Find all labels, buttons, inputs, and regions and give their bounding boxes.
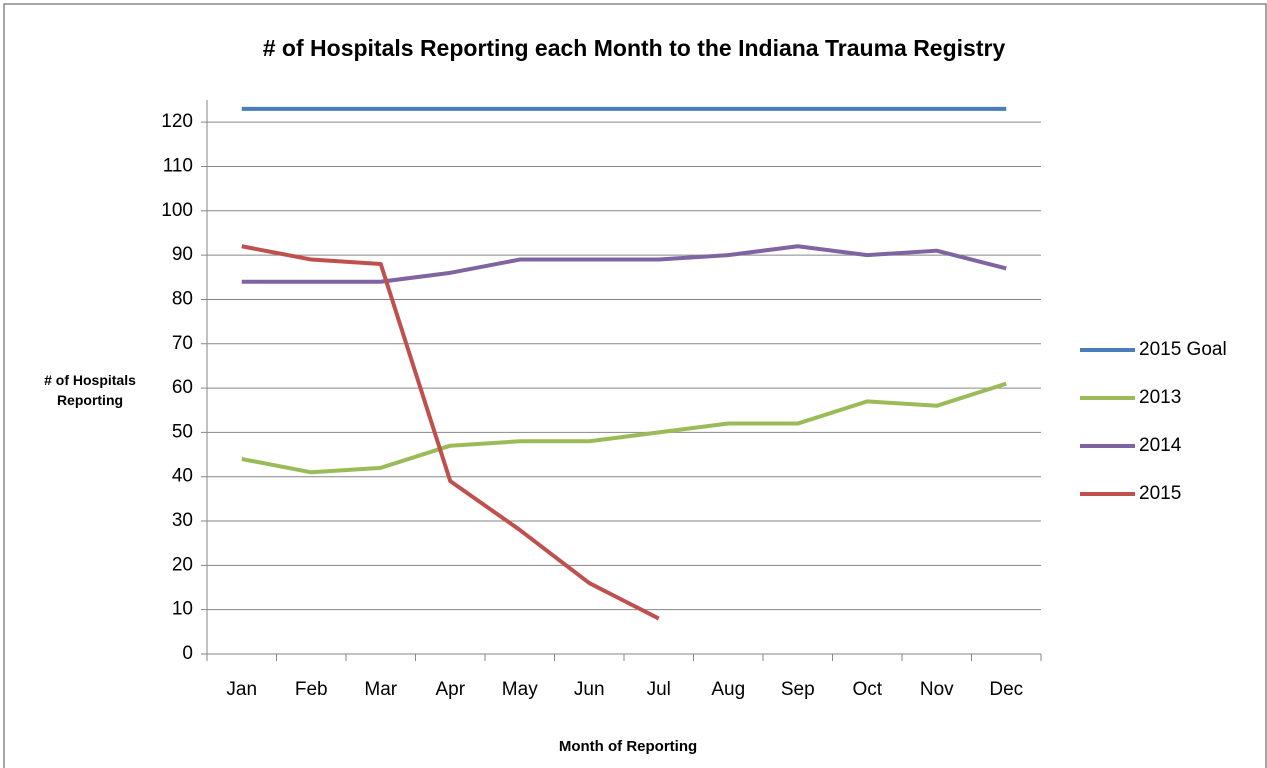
y-tick-label: 10 (172, 599, 193, 620)
legend-label: 2013 (1139, 387, 1181, 408)
y-tick-label: 70 (172, 333, 193, 354)
y-tick-label: 20 (172, 554, 193, 575)
legend-label: 2015 Goal (1139, 339, 1227, 360)
x-tick-label: Feb (295, 679, 328, 700)
x-tick-label: Jan (226, 679, 257, 700)
legend-label: 2015 (1139, 483, 1181, 504)
x-axis-title: Month of Reporting (559, 738, 697, 755)
x-tick-label: Nov (920, 679, 954, 700)
x-tick-label: Jul (647, 679, 671, 700)
x-tick-label: Apr (435, 679, 465, 700)
x-tick-label: Aug (711, 679, 745, 700)
x-tick-label: Mar (364, 679, 397, 700)
x-tick-label: Oct (852, 679, 882, 700)
series-line (241, 244, 1007, 284)
series-line (241, 381, 1007, 475)
y-tick-label: 120 (161, 111, 193, 132)
y-axis-title: # of Hospitals Reporting (44, 372, 136, 408)
y-tick-label: 50 (172, 421, 193, 442)
y-tick-label: 40 (172, 466, 193, 487)
y-tick-label: 110 (163, 155, 193, 176)
x-tick-label: Dec (989, 679, 1023, 700)
y-tick-label: 0 (182, 643, 193, 664)
series-line (241, 244, 660, 621)
y-tick-label: 90 (172, 244, 193, 265)
chart-frame (3, 3, 1267, 768)
x-tick-label: May (502, 679, 538, 700)
chart-title: # of Hospitals Reporting each Month to t… (263, 35, 1006, 61)
y-tick-label: 60 (172, 377, 193, 398)
y-tick-label: 100 (161, 200, 193, 221)
x-tick-label: Jun (574, 679, 605, 700)
legend-label: 2014 (1139, 435, 1182, 456)
x-tick-label: Sep (781, 679, 815, 700)
y-tick-label: 30 (172, 510, 193, 531)
y-tick-label: 80 (172, 288, 193, 309)
